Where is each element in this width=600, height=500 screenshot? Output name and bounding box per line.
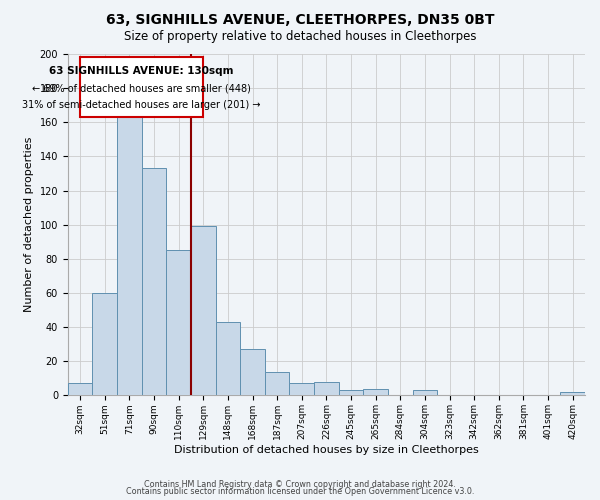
- Text: ← 69% of detached houses are smaller (448): ← 69% of detached houses are smaller (44…: [32, 83, 251, 93]
- Text: Contains HM Land Registry data © Crown copyright and database right 2024.: Contains HM Land Registry data © Crown c…: [144, 480, 456, 489]
- X-axis label: Distribution of detached houses by size in Cleethorpes: Distribution of detached houses by size …: [174, 445, 479, 455]
- Y-axis label: Number of detached properties: Number of detached properties: [24, 137, 34, 312]
- Bar: [240, 350, 265, 396]
- Text: Contains public sector information licensed under the Open Government Licence v3: Contains public sector information licen…: [126, 487, 474, 496]
- Bar: [364, 388, 388, 396]
- Bar: [339, 390, 364, 396]
- Text: 63 SIGNHILLS AVENUE: 130sqm: 63 SIGNHILLS AVENUE: 130sqm: [49, 66, 234, 76]
- Bar: [265, 372, 289, 396]
- Bar: [92, 293, 117, 396]
- Bar: [166, 250, 191, 396]
- Text: 31% of semi-detached houses are larger (201) →: 31% of semi-detached houses are larger (…: [22, 100, 261, 110]
- Bar: [117, 114, 142, 396]
- FancyBboxPatch shape: [80, 58, 203, 117]
- Bar: [314, 382, 339, 396]
- Text: Size of property relative to detached houses in Cleethorpes: Size of property relative to detached ho…: [124, 30, 476, 43]
- Bar: [68, 384, 92, 396]
- Bar: [215, 322, 240, 396]
- Bar: [142, 168, 166, 396]
- Text: 63, SIGNHILLS AVENUE, CLEETHORPES, DN35 0BT: 63, SIGNHILLS AVENUE, CLEETHORPES, DN35 …: [106, 12, 494, 26]
- Bar: [289, 384, 314, 396]
- Bar: [560, 392, 585, 396]
- Bar: [413, 390, 437, 396]
- Bar: [191, 226, 215, 396]
